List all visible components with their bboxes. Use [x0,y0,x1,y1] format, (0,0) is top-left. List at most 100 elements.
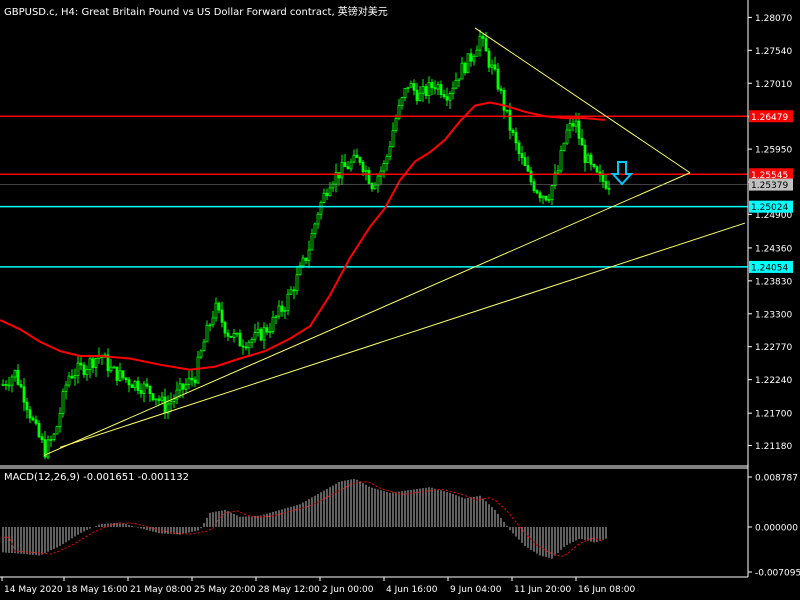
price-label-box [749,110,793,123]
candle-body [460,62,464,80]
candle-body [109,366,113,372]
down-arrow-icon[interactable] [610,161,634,186]
candle-body [145,383,149,387]
price-label-current: 1.25379 [751,181,788,191]
candle-body [67,375,71,386]
price-label-box [749,178,793,191]
candle-body [13,369,17,378]
price-pane[interactable] [0,27,748,460]
candle-body [214,302,218,319]
candle-body [292,289,296,292]
candle-body [217,302,221,311]
candle-body [253,332,257,340]
candle-body [163,396,167,414]
candle-body [241,345,245,348]
candle-body [307,249,311,261]
candle-body [223,321,227,334]
candle-body [121,370,125,379]
macd-pane[interactable] [2,478,607,559]
candle-body [322,192,326,203]
candle-body [430,82,434,89]
candle-body [373,184,377,190]
candle-body [211,317,215,326]
price-tick-label: 1.21180 [755,442,792,452]
candle-body [319,202,323,215]
candle-body [10,376,14,386]
candle-body [130,384,134,388]
candle-body [529,170,533,183]
candle-body [94,357,98,369]
price-tick-label: 1.22240 [755,376,792,386]
macd-signal-line [3,481,604,557]
trendline-lower-channel[interactable] [43,172,691,456]
candle-body [208,324,212,327]
candle-body [229,335,233,338]
candle-body [106,354,110,372]
time-tick-label: 4 Jun 16:00 [386,585,438,595]
trendline-support[interactable] [59,222,746,448]
candle-body [571,123,575,127]
candle-body [511,129,515,134]
price-label-resistance: 1.25545 [751,171,788,181]
candle-body [568,123,572,131]
candle-body [247,341,251,349]
candle-body [538,192,542,199]
candle-body [586,154,590,164]
candle-body [271,316,275,332]
candle-body [583,144,587,164]
candle-body [409,83,413,88]
candle-body [280,305,284,312]
candle-body [250,338,254,343]
candle-body [142,383,146,394]
candle-body [448,93,452,101]
candle-body [76,362,80,377]
candle-body [244,346,248,349]
candle-body [424,86,428,96]
price-label-box [749,260,793,273]
candle-body [226,332,230,337]
candle-body [496,68,500,90]
candle-body [580,137,584,146]
candle-body [493,64,497,70]
candle-body [382,163,386,172]
candle-body [160,396,164,401]
candle-body [181,383,185,390]
candle-body [49,439,53,441]
time-tick-label: 21 May 08:00 [130,585,192,595]
candle-body [355,154,359,158]
candle-body [556,170,560,174]
candle-body [46,439,50,458]
candle-body [325,192,329,197]
candle-body [313,223,317,235]
time-tick-label: 28 May 12:00 [258,585,320,595]
candle-body [391,130,395,148]
candle-body [535,190,539,194]
candle-body [523,157,527,167]
time-tick-label: 9 Jun 04:00 [450,585,502,595]
price-tick-label: 1.21700 [755,410,792,420]
candle-body [55,426,59,435]
candle-body [601,174,605,182]
candle-body [346,166,350,170]
candle-body [40,436,44,441]
price-tick-label: 1.23830 [755,277,792,287]
candle-body [127,379,131,386]
macd-histogram [2,478,607,559]
candle-body [28,409,32,419]
candle-body [514,132,518,144]
candle-body [508,110,512,131]
candle-body [16,369,20,385]
candle-body [550,185,554,200]
candle-body [115,366,119,381]
candle-body [88,358,92,370]
candle-body [187,377,191,385]
price-tick-label: 1.27010 [755,80,792,90]
candle-body [52,433,56,440]
candle-body [499,88,503,91]
macd-axis-label: 0.008787 [755,474,798,484]
candle-body [19,383,23,388]
trendline-upper[interactable] [474,27,691,174]
candle-body [487,50,491,68]
candle-body [169,401,173,405]
